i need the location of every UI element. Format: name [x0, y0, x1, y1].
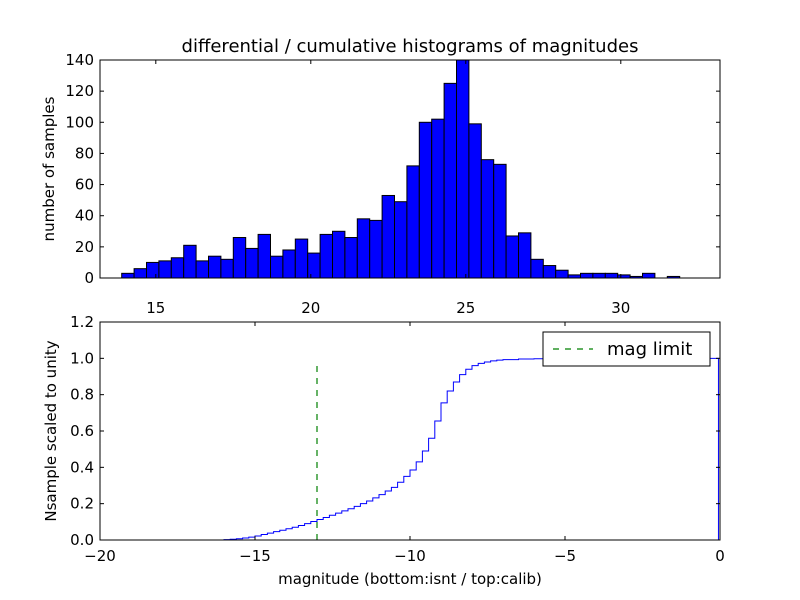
histogram-x-tick-label: 15 [146, 299, 165, 317]
chart-title: differential / cumulative histograms of … [182, 36, 639, 57]
histogram-bar [319, 233, 334, 279]
cumulative-y-tick-label: 0.2 [70, 495, 94, 513]
histogram-y-axis-label: number of samples [40, 96, 58, 241]
histogram-bar [146, 261, 160, 279]
histogram-bar [493, 163, 507, 279]
cumulative-y-tick-label: 1.2 [70, 313, 94, 331]
histogram-bar [381, 194, 396, 279]
histogram-bar [121, 272, 135, 279]
histogram-bar [245, 247, 259, 279]
cumulative-x-tick-label: −20 [84, 547, 116, 565]
cumulative-x-tick-label: −5 [554, 547, 576, 565]
histogram-bar [195, 260, 210, 279]
cumulative-axes: −20 −15 −10 −5 0 0.0 0.2 0.4 0.6 0.8 1.0 1.2 magnit… [42, 313, 725, 588]
histogram-bar [480, 159, 495, 279]
histogram-bar [369, 219, 383, 279]
cumulative-x-tick-label: 0 [715, 547, 725, 565]
histogram-bar [406, 165, 420, 279]
histogram-bar [443, 82, 458, 279]
histogram-bar [456, 59, 470, 279]
histogram-bar [232, 237, 247, 279]
cumulative-line [100, 357, 720, 541]
histogram-bar [332, 230, 346, 279]
histogram-bar [530, 258, 544, 279]
histogram-bar [294, 238, 309, 279]
histogram-bar [592, 272, 606, 279]
cumulative-x-tick-label: −15 [239, 547, 271, 565]
histogram-bar [158, 260, 172, 279]
histogram-bar [257, 233, 272, 279]
cumulative-y-tick-label: 0.8 [70, 386, 94, 404]
histogram-bar [220, 258, 234, 279]
histogram-bar [431, 118, 445, 279]
cumulative-x-tick-label: −10 [394, 547, 426, 565]
histogram-bar [394, 201, 408, 279]
histogram-y-tick-label: 0 [84, 269, 94, 287]
histogram-frame [99, 59, 721, 279]
cumulative-x-axis-label: magnitude (bottom:isnt / top:calib) [278, 570, 542, 588]
histogram-y-tick-label: 40 [75, 207, 94, 225]
histogram-bar [282, 249, 296, 279]
histogram-bar [505, 235, 520, 279]
cumulative-y-axis-label: Nsample scaled to unity [42, 340, 60, 521]
histogram-bar [270, 255, 284, 279]
histogram-y-tick-label: 140 [65, 51, 94, 69]
legend: mag limit [542, 331, 711, 367]
cumulative-ticks: −20 −15 −10 −5 0 0.0 0.2 0.4 0.6 0.8 1.0 1.2 [70, 313, 725, 565]
histogram-axes: differential / cumulative histograms of … [40, 36, 721, 317]
histogram-x-tick-label: 20 [301, 299, 320, 317]
histogram-y-tick-label: 80 [75, 144, 94, 162]
histogram-y-tick-label: 20 [75, 238, 94, 256]
cumulative-lines [100, 357, 720, 541]
histogram-bar [208, 255, 222, 279]
histogram-bars [121, 59, 681, 279]
histogram-bar [344, 237, 358, 279]
histogram-bar [580, 272, 594, 279]
histogram-bar [133, 268, 148, 279]
histogram-y-tick-label: 120 [65, 82, 94, 100]
histogram-bar [468, 123, 482, 279]
cumulative-y-tick-label: 0.6 [70, 422, 94, 440]
histogram-x-tick-label: 25 [456, 299, 475, 317]
histogram-bar [555, 269, 569, 279]
histogram-bar [356, 218, 371, 279]
histogram-bar [307, 252, 321, 279]
histogram-x-tick-label: 30 [611, 299, 630, 317]
histogram-ticks: 15 20 25 30 0 20 40 60 80 100 120 140 [65, 51, 720, 317]
cumulative-y-tick-label: 1.0 [70, 349, 94, 367]
histogram-bar [604, 272, 619, 279]
histogram-y-tick-label: 60 [75, 176, 94, 194]
histogram-bar [542, 265, 557, 279]
histogram-bar [418, 121, 433, 279]
cumulative-y-tick-label: 0.0 [70, 531, 94, 549]
legend-label-mag-limit: mag limit [607, 339, 692, 360]
histogram-bar [170, 257, 185, 279]
cumulative-y-tick-label: 0.4 [70, 458, 94, 476]
cumulative-frame [99, 321, 721, 541]
histogram-bar [642, 272, 656, 279]
histogram-bar [518, 232, 532, 279]
histogram-y-tick-label: 100 [65, 113, 94, 131]
histogram-bar [183, 244, 197, 279]
